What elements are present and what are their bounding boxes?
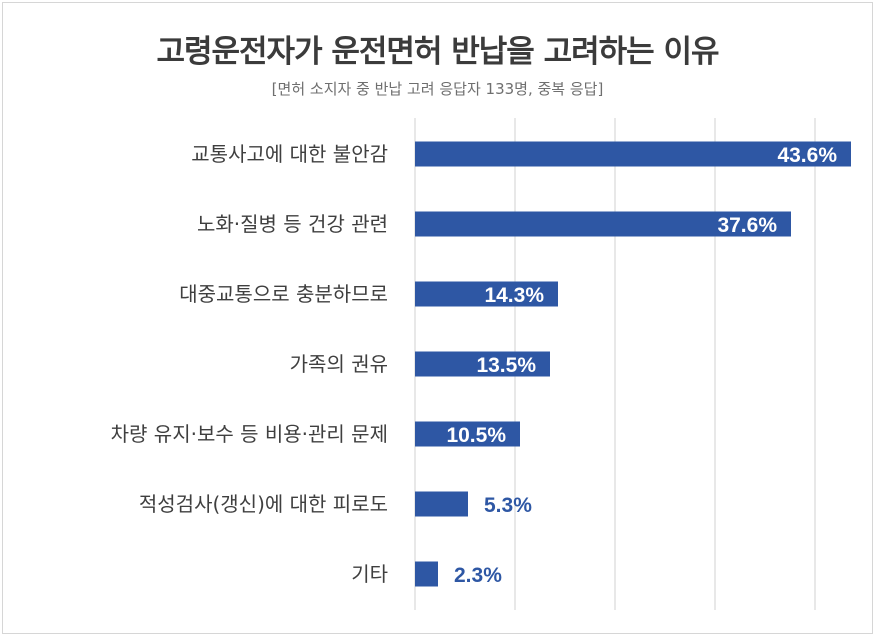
value-label: 5.3% <box>484 494 532 517</box>
chart-subtitle: [면허 소지자 중 반납 고려 응답자 133명, 중복 응답] <box>271 80 604 98</box>
category-label: 노화·질병 등 건강 관련 <box>197 212 388 236</box>
chart-title: 고령운전자가 운전면허 반납을 고려하는 이유 <box>156 34 719 70</box>
category-label: 가족의 권유 <box>290 352 388 376</box>
value-label: 13.5% <box>476 354 536 377</box>
bar <box>415 281 558 307</box>
category-label: 대중교통으로 충분하므로 <box>179 282 388 306</box>
category-label: 기타 <box>351 562 388 586</box>
bar <box>415 491 468 517</box>
value-label: 2.3% <box>454 564 502 587</box>
value-labels: 43.6% 37.6% 14.3% 13.5% 10.5% 5.3% 2.3% <box>446 144 837 587</box>
bar <box>415 351 550 377</box>
value-label: 37.6% <box>717 214 777 237</box>
value-label: 43.6% <box>777 144 837 167</box>
bar <box>415 211 791 237</box>
value-label: 10.5% <box>446 424 506 447</box>
bar <box>415 561 438 587</box>
bars <box>415 141 851 587</box>
bar <box>415 141 851 167</box>
category-label: 교통사고에 대한 불안감 <box>191 142 388 166</box>
bar <box>415 421 520 447</box>
category-label: 적성검사(갱신)에 대한 피로도 <box>139 492 388 516</box>
value-label: 14.3% <box>484 284 544 307</box>
category-label: 차량 유지·보수 등 비용·관리 문제 <box>111 422 388 446</box>
